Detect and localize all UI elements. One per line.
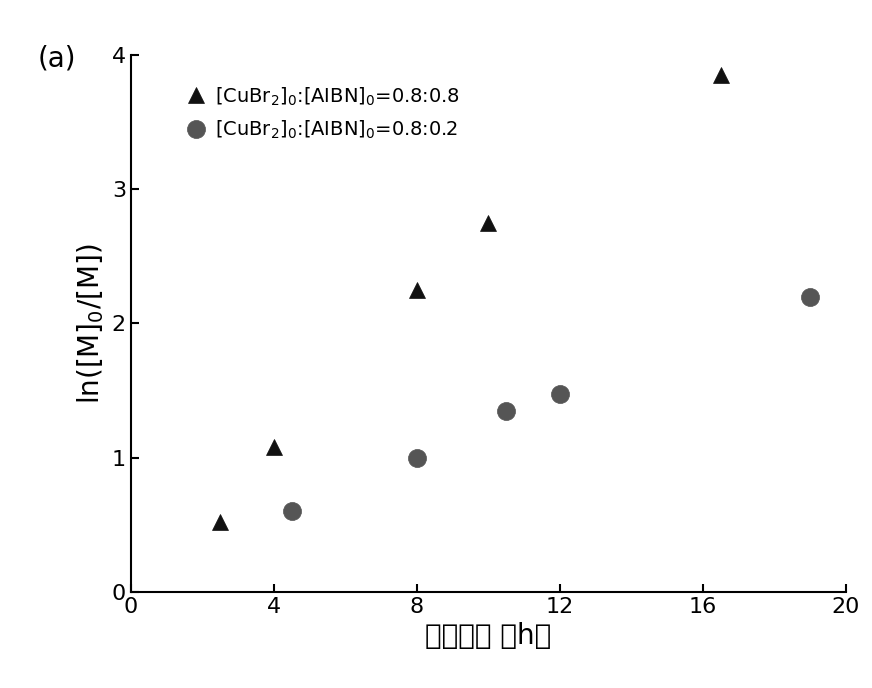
Text: (a): (a) bbox=[37, 44, 77, 72]
[CuBr$_2$]$_0$:[AIBN]$_0$=0.8:0.2 bbox=[501, 407, 511, 415]
Legend: [CuBr$_2$]$_0$:[AIBN]$_0$=0.8:0.8, [CuBr$_2$]$_0$:[AIBN]$_0$=0.8:0.2: [CuBr$_2$]$_0$:[AIBN]$_0$=0.8:0.8, [CuBr… bbox=[176, 76, 469, 151]
[CuBr$_2$]$_0$:[AIBN]$_0$=0.8:0.8 bbox=[269, 442, 279, 451]
Line: [CuBr$_2$]$_0$:[AIBN]$_0$=0.8:0.8: [CuBr$_2$]$_0$:[AIBN]$_0$=0.8:0.8 bbox=[212, 67, 729, 530]
[CuBr$_2$]$_0$:[AIBN]$_0$=0.8:0.2 bbox=[286, 507, 296, 515]
Y-axis label: ln([M]$_0$/[M]): ln([M]$_0$/[M]) bbox=[75, 243, 106, 404]
Line: [CuBr$_2$]$_0$:[AIBN]$_0$=0.8:0.2: [CuBr$_2$]$_0$:[AIBN]$_0$=0.8:0.2 bbox=[283, 288, 819, 520]
[CuBr$_2$]$_0$:[AIBN]$_0$=0.8:0.2 bbox=[805, 292, 815, 301]
[CuBr$_2$]$_0$:[AIBN]$_0$=0.8:0.8 bbox=[412, 286, 422, 294]
[CuBr$_2$]$_0$:[AIBN]$_0$=0.8:0.2 bbox=[555, 390, 565, 398]
[CuBr$_2$]$_0$:[AIBN]$_0$=0.8:0.2 bbox=[412, 453, 422, 462]
[CuBr$_2$]$_0$:[AIBN]$_0$=0.8:0.8 bbox=[215, 518, 225, 526]
X-axis label: 反应时间 （h）: 反应时间 （h） bbox=[426, 622, 551, 650]
[CuBr$_2$]$_0$:[AIBN]$_0$=0.8:0.8 bbox=[483, 219, 494, 227]
[CuBr$_2$]$_0$:[AIBN]$_0$=0.8:0.8 bbox=[715, 71, 726, 79]
